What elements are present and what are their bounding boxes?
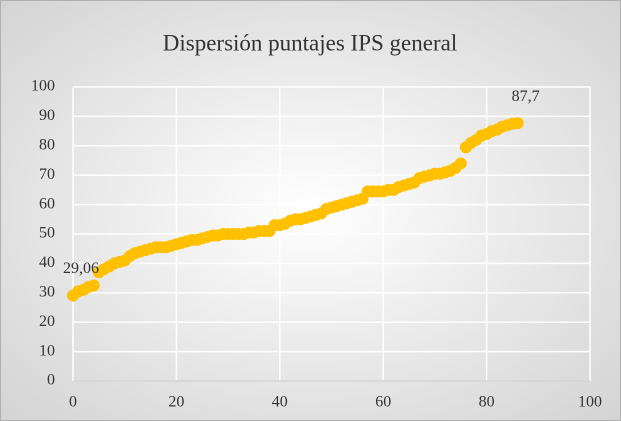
y-tick-label: 60	[39, 195, 55, 212]
y-tick-label: 40	[39, 254, 55, 271]
data-label: 29,06	[63, 260, 99, 277]
x-tick-label: 40	[272, 394, 288, 411]
x-tick-label: 80	[479, 394, 495, 411]
y-tick-label: 0	[47, 372, 55, 389]
point	[511, 117, 524, 130]
x-tick-label: 0	[69, 394, 77, 411]
x-tick-label: 60	[375, 394, 391, 411]
x-tick-label: 100	[578, 394, 602, 411]
x-tick-label: 20	[168, 394, 184, 411]
chart-title: Dispersión puntajes IPS general	[163, 30, 457, 55]
point	[454, 157, 467, 170]
y-tick-label: 20	[39, 313, 55, 330]
y-tick-label: 80	[39, 136, 55, 153]
y-tick-label: 30	[39, 283, 55, 300]
y-tick-label: 10	[39, 342, 55, 359]
y-tick-label: 100	[31, 78, 55, 95]
y-tick-label: 70	[39, 166, 55, 183]
point	[87, 279, 100, 292]
data-label: 87,7	[512, 88, 540, 105]
y-tick-label: 50	[39, 225, 55, 242]
y-tick-label: 90	[39, 107, 55, 124]
